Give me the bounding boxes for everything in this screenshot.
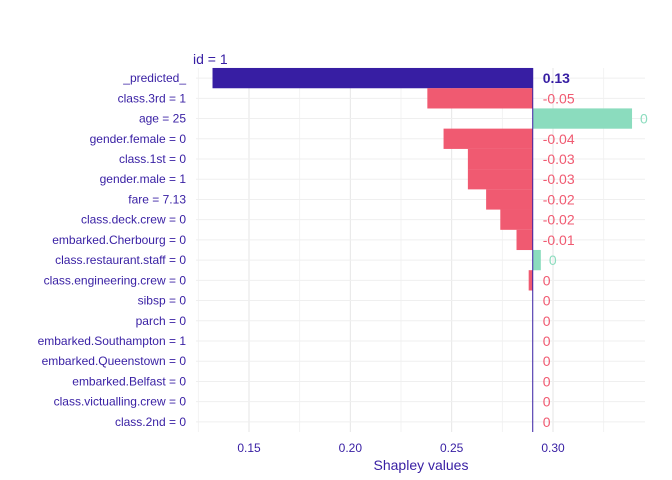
category-label: class.restaurant.staff = 0	[55, 253, 186, 267]
category-label: class.engineering.crew = 0	[44, 273, 187, 287]
category-label: class.2nd = 0	[115, 415, 186, 429]
bar-5	[467, 169, 533, 190]
x-tick-label: 0.25	[440, 441, 464, 455]
bar-7	[500, 209, 533, 230]
category-label: gender.female = 0	[90, 132, 187, 146]
value-label: 0	[543, 414, 551, 430]
category-label: class.3rd = 1	[118, 91, 187, 105]
x-axis-title: Shapley values	[374, 457, 469, 473]
bars	[212, 67, 633, 291]
bar-9	[532, 249, 541, 271]
bar-4	[467, 148, 533, 170]
value-label: 0	[543, 333, 551, 349]
value-label: -0.03	[543, 151, 575, 167]
value-label: 0	[543, 353, 551, 369]
value-labels: 0.13 -0.05 0 -0.04 -0.03 -0.03 -0.02 -0.02 -0.01…	[543, 70, 648, 430]
category-label: class.1st = 0	[119, 152, 186, 166]
value-label: 0	[543, 272, 551, 288]
x-tick-labels: 0.15 0.20 0.25 0.30	[237, 441, 565, 455]
bar-10	[528, 270, 533, 291]
value-label: 0	[549, 252, 557, 268]
category-label: fare = 7.13	[128, 192, 186, 206]
value-label: -0.01	[543, 232, 575, 248]
bar-1	[427, 88, 533, 109]
category-label: embarked.Belfast = 0	[72, 374, 186, 388]
value-label: 0	[640, 111, 648, 127]
value-label: -0.05	[543, 90, 575, 106]
bar-0	[212, 67, 533, 89]
x-tick-label: 0.15	[237, 441, 261, 455]
value-label: 0	[543, 293, 551, 309]
x-tick-label: 0.20	[339, 441, 363, 455]
bar-3	[443, 128, 533, 149]
value-label: -0.04	[543, 131, 575, 147]
category-label: age = 25	[139, 112, 186, 126]
category-label: class.deck.crew = 0	[81, 213, 186, 227]
x-tick-label: 0.30	[541, 441, 565, 455]
value-label: 0.13	[543, 70, 570, 86]
value-label: 0	[543, 373, 551, 389]
value-label: -0.03	[543, 171, 575, 187]
category-label: gender.male = 1	[100, 172, 187, 186]
category-label: embarked.Queenstown = 0	[42, 354, 187, 368]
bar-2	[532, 108, 633, 129]
category-label: sibsp = 0	[138, 294, 187, 308]
value-label: -0.02	[543, 212, 575, 228]
value-label: 0	[543, 394, 551, 410]
category-label: _predicted_	[122, 71, 186, 85]
category-label: class.victualling.crew = 0	[54, 395, 187, 409]
bar-6	[486, 189, 533, 210]
category-label: embarked.Cherbourg = 0	[52, 233, 186, 247]
category-label: parch = 0	[136, 314, 187, 328]
panel-title: id = 1	[193, 51, 228, 67]
category-labels: _predicted_ class.3rd = 1 age = 25 gender.f…	[38, 71, 187, 429]
value-label: 0	[543, 313, 551, 329]
bar-8	[516, 229, 533, 251]
category-label: embarked.Southampton = 1	[38, 334, 187, 348]
value-label: -0.02	[543, 191, 575, 207]
